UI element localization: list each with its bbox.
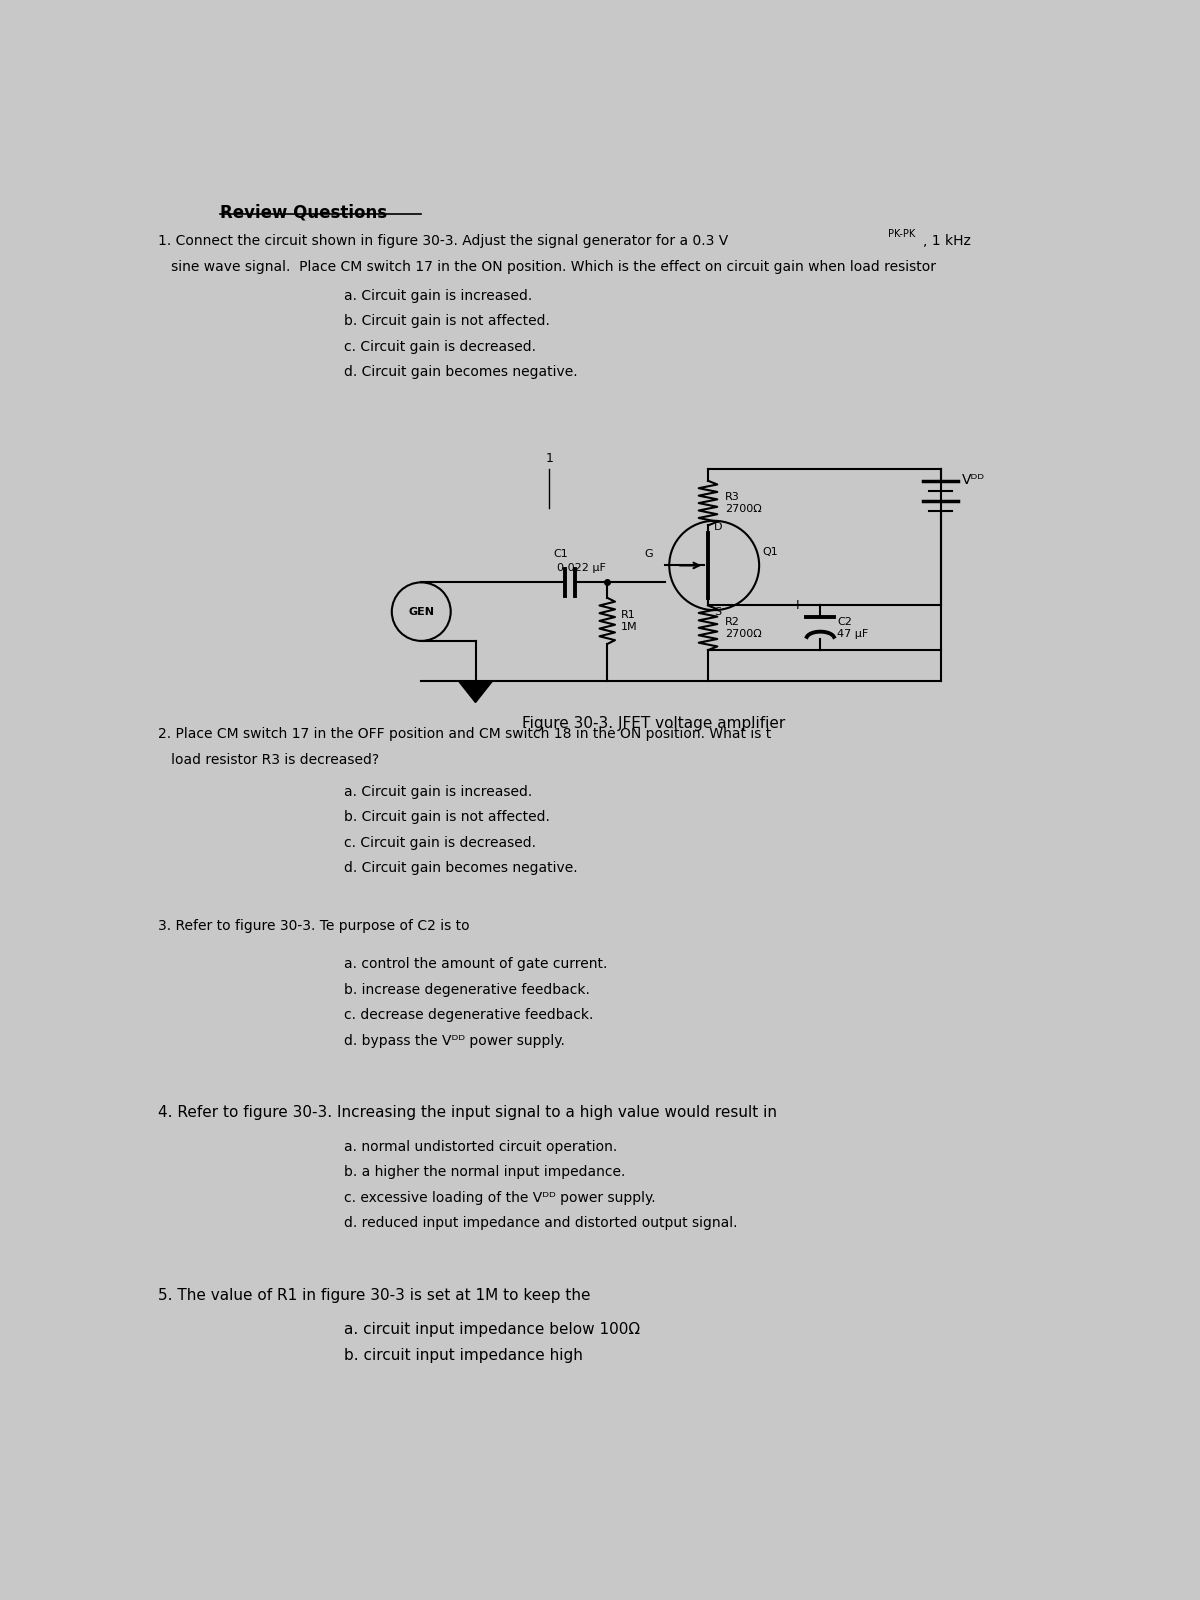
Text: R3
2700Ω: R3 2700Ω (725, 493, 762, 514)
Text: d. reduced input impedance and distorted output signal.: d. reduced input impedance and distorted… (343, 1216, 737, 1230)
Text: d. Circuit gain becomes negative.: d. Circuit gain becomes negative. (343, 365, 577, 379)
Text: 3. Refer to figure 30-3. Te purpose of C2 is to: 3. Refer to figure 30-3. Te purpose of C… (157, 918, 469, 933)
Text: R2
2700Ω: R2 2700Ω (725, 618, 762, 638)
Text: a. normal undistorted circuit operation.: a. normal undistorted circuit operation. (343, 1139, 617, 1154)
Text: b. a higher the normal input impedance.: b. a higher the normal input impedance. (343, 1165, 625, 1179)
Text: b. circuit input impedance high: b. circuit input impedance high (343, 1347, 583, 1363)
Text: G: G (644, 549, 653, 560)
Text: b. Circuit gain is not affected.: b. Circuit gain is not affected. (343, 315, 550, 328)
Text: b. Circuit gain is not affected.: b. Circuit gain is not affected. (343, 810, 550, 824)
Text: Vᴰᴰ: Vᴰᴰ (962, 474, 985, 486)
Text: c. decrease degenerative feedback.: c. decrease degenerative feedback. (343, 1008, 593, 1022)
Text: a. control the amount of gate current.: a. control the amount of gate current. (343, 957, 607, 971)
Text: +: + (791, 598, 803, 611)
Text: 0.022 μF: 0.022 μF (557, 563, 606, 573)
Text: a. Circuit gain is increased.: a. Circuit gain is increased. (343, 786, 532, 798)
Text: 1. Connect the circuit shown in figure 30-3. Adjust the signal generator for a 0: 1. Connect the circuit shown in figure 3… (157, 234, 728, 248)
Text: R1
1M: R1 1M (622, 610, 638, 632)
Text: 4. Refer to figure 30-3. Increasing the input signal to a high value would resul: 4. Refer to figure 30-3. Increasing the … (157, 1106, 776, 1120)
Text: PK-PK: PK-PK (888, 229, 916, 238)
Text: Review Questions: Review Questions (220, 203, 386, 221)
Text: 5. The value of R1 in figure 30-3 is set at 1M to keep the: 5. The value of R1 in figure 30-3 is set… (157, 1288, 590, 1302)
Text: d. bypass the Vᴰᴰ power supply.: d. bypass the Vᴰᴰ power supply. (343, 1034, 565, 1048)
Text: c. excessive loading of the Vᴰᴰ power supply.: c. excessive loading of the Vᴰᴰ power su… (343, 1190, 655, 1205)
Text: b. increase degenerative feedback.: b. increase degenerative feedback. (343, 982, 589, 997)
Text: 2. Place CM switch 17 in the OFF position and CM switch 18 in the ON position. W: 2. Place CM switch 17 in the OFF positio… (157, 726, 772, 741)
Text: GEN: GEN (408, 606, 434, 616)
Text: C1: C1 (553, 549, 568, 560)
Text: 1: 1 (545, 453, 553, 466)
Text: Q1: Q1 (762, 547, 778, 557)
Text: Figure 30-3. JFET voltage amplifier: Figure 30-3. JFET voltage amplifier (522, 715, 785, 731)
Text: sine wave signal.  Place CM switch 17 in the ON position. Which is the effect on: sine wave signal. Place CM switch 17 in … (157, 259, 936, 274)
Text: load resistor R3 is decreased?: load resistor R3 is decreased? (157, 752, 379, 766)
Text: d. Circuit gain becomes negative.: d. Circuit gain becomes negative. (343, 861, 577, 875)
Text: c. Circuit gain is decreased.: c. Circuit gain is decreased. (343, 835, 535, 850)
Text: S: S (714, 606, 721, 616)
Text: D: D (714, 522, 722, 531)
Text: C2
47 μF: C2 47 μF (838, 618, 869, 638)
Polygon shape (458, 682, 492, 702)
Text: a. circuit input impedance below 100Ω: a. circuit input impedance below 100Ω (343, 1322, 640, 1338)
Text: , 1 kHz: , 1 kHz (923, 234, 971, 248)
Text: c. Circuit gain is decreased.: c. Circuit gain is decreased. (343, 339, 535, 354)
Text: a. Circuit gain is increased.: a. Circuit gain is increased. (343, 290, 532, 302)
